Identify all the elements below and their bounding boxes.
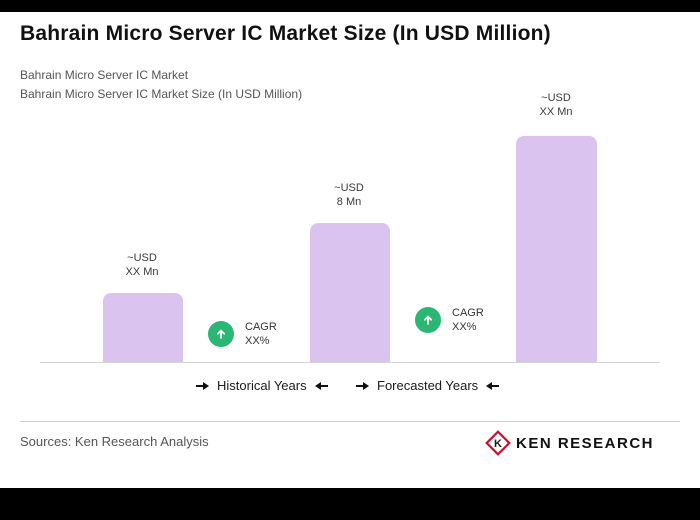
left-arrow-icon — [486, 381, 500, 390]
bar-value-line2: 8 Mn — [336, 196, 362, 208]
bar-value-label: ~USD XX Mn — [501, 91, 611, 119]
up-arrow-icon — [216, 329, 226, 339]
bar-value-line1: ~USD — [334, 182, 364, 194]
period-label-text: Forecasted Years — [377, 378, 479, 393]
ken-research-logo: K KEN RESEARCH — [485, 430, 654, 456]
ken-research-diamond-icon: K — [485, 430, 511, 456]
cagr-value: XX% — [452, 321, 477, 333]
left-arrow-icon — [314, 381, 328, 390]
cagr-text: CAGR XX% — [245, 320, 277, 348]
sources-note: Sources: Ken Research Analysis — [20, 434, 209, 449]
footer-divider — [20, 421, 680, 422]
bar-mid — [310, 223, 390, 363]
bar-value-label: ~USD XX Mn — [87, 251, 197, 279]
logo-mark-letter: K — [494, 438, 502, 450]
bar-forecasted — [516, 136, 597, 363]
chart-subtitle-line2: Bahrain Micro Server IC Market Size (In … — [20, 87, 303, 101]
cagr-label: CAGR — [245, 321, 277, 333]
cagr-text: CAGR XX% — [452, 306, 484, 334]
bar-historical — [103, 293, 183, 363]
right-arrow-icon — [356, 381, 369, 390]
period-label-historical: Historical Years — [196, 378, 328, 393]
growth-arrow-circle — [415, 307, 441, 333]
up-arrow-icon — [423, 315, 433, 325]
bar-value-label: ~USD 8 Mn — [294, 181, 404, 209]
bottom-letterbox — [0, 488, 700, 520]
page-title: Bahrain Micro Server IC Market Size (In … — [20, 22, 551, 45]
bar-value-line2: XX Mn — [125, 266, 159, 278]
bar-value-line2: XX Mn — [539, 106, 573, 118]
period-label-forecasted: Forecasted Years — [356, 378, 500, 393]
period-label-text: Historical Years — [217, 378, 307, 393]
bar-value-line1: ~USD — [541, 92, 571, 104]
cagr-badge: CAGR XX% — [415, 306, 484, 334]
top-letterbox — [0, 0, 700, 12]
chart-subtitle-line1: Bahrain Micro Server IC Market — [20, 68, 189, 82]
right-arrow-icon — [196, 381, 209, 390]
bar-value-line1: ~USD — [127, 252, 157, 264]
growth-arrow-circle — [208, 321, 234, 347]
logo-wordmark: KEN RESEARCH — [515, 434, 654, 452]
cagr-badge: CAGR XX% — [208, 320, 277, 348]
chart-baseline — [40, 362, 660, 363]
cagr-label: CAGR — [452, 307, 484, 319]
cagr-value: XX% — [245, 335, 270, 347]
